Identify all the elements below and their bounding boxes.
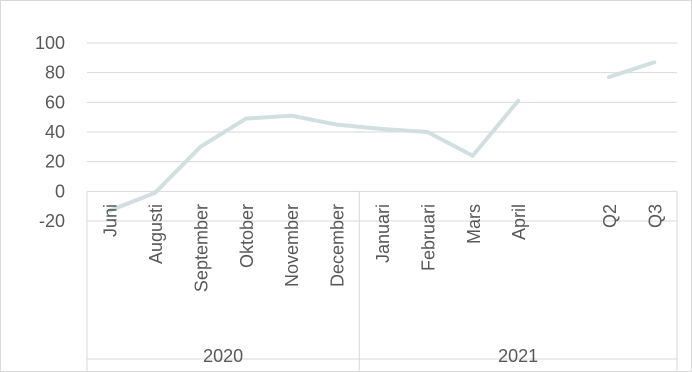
- series-line: [606, 60, 657, 80]
- x-tick-label: Januari: [373, 204, 393, 263]
- y-axis-ticks: -20 0 20 40 60 80 100: [35, 33, 65, 231]
- series-lines: [107, 60, 657, 213]
- y-tick-label: 40: [45, 122, 65, 142]
- x-tick-label: Q3: [645, 204, 665, 228]
- y-tick-label: 60: [45, 92, 65, 112]
- y-tick-label: -20: [39, 211, 65, 231]
- x-tick-label: April: [509, 204, 529, 240]
- x-axis-ticks: Juni Augusti September Oktober November Decem…: [101, 204, 666, 292]
- x-axis-groups: 2020 2021: [203, 346, 538, 366]
- y-tick-label: 20: [45, 152, 65, 172]
- y-tick-label: 100: [35, 33, 65, 53]
- x-tick-label: Augusti: [146, 204, 166, 264]
- x-tick-label: September: [191, 204, 211, 292]
- series-line: [107, 98, 521, 213]
- group-label: 2020: [203, 346, 243, 366]
- group-label: 2021: [498, 346, 538, 366]
- y-tick-label: 0: [55, 181, 65, 201]
- x-tick-label: Februari: [418, 204, 438, 271]
- x-tick-label: Mars: [464, 204, 484, 244]
- y-tick-label: 80: [45, 63, 65, 83]
- x-tick-label: December: [328, 204, 348, 287]
- x-tick-label: Juni: [101, 204, 121, 237]
- x-tick-label: Oktober: [237, 204, 257, 268]
- x-axis: [86, 190, 678, 371]
- gridlines: [87, 42, 677, 222]
- x-tick-label: November: [282, 204, 302, 287]
- x-tick-label: Q2: [600, 204, 620, 228]
